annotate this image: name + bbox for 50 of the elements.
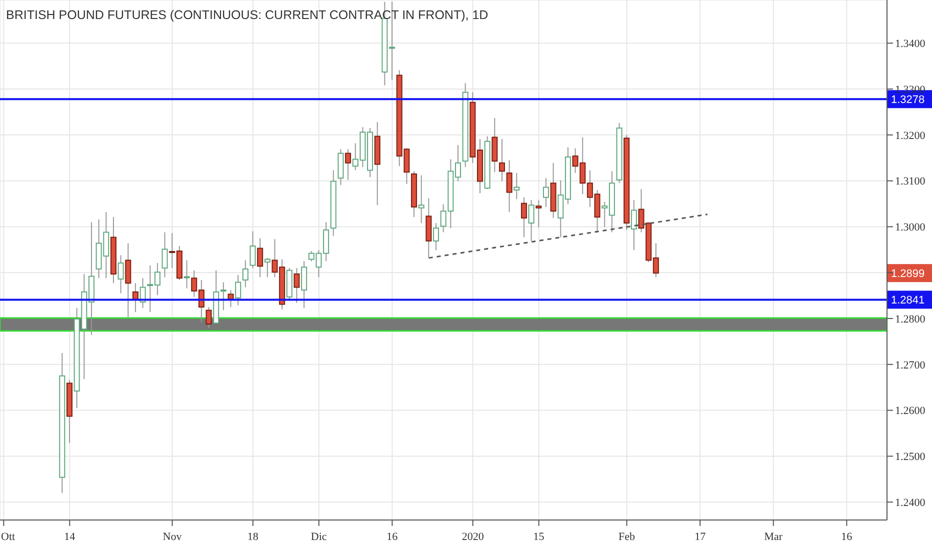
candlestick bbox=[520, 196, 527, 238]
candlestick bbox=[250, 230, 256, 269]
candlestick bbox=[492, 117, 498, 173]
x-tick-label: 16 bbox=[386, 531, 398, 543]
y-tick-label: 1.2400 bbox=[895, 497, 926, 510]
y-tick-label: 1.3400 bbox=[895, 38, 926, 50]
candlestick bbox=[433, 222, 440, 251]
candlestick bbox=[506, 160, 512, 213]
x-tick-label: Feb bbox=[618, 531, 636, 543]
x-tick-label: Dic bbox=[310, 531, 327, 543]
candlestick bbox=[125, 242, 132, 318]
candlestick bbox=[345, 148, 352, 180]
candlestick bbox=[264, 257, 270, 278]
candlestick bbox=[418, 174, 424, 224]
x-tick-label: 18 bbox=[247, 531, 259, 543]
y-tick-label: 1.2500 bbox=[895, 451, 926, 464]
x-tick-label: Ott bbox=[1, 531, 16, 543]
ref-line-label: 1.3278 bbox=[891, 94, 925, 106]
y-tick-label: 1.2600 bbox=[895, 405, 926, 418]
y-tick-label: 1.3200 bbox=[895, 130, 926, 142]
candlestick bbox=[542, 178, 549, 208]
candlestick bbox=[257, 238, 264, 278]
candlestick bbox=[528, 200, 534, 242]
candlestick bbox=[536, 200, 542, 228]
candlestick bbox=[514, 172, 520, 200]
y-tick-label: 1.3000 bbox=[895, 222, 926, 234]
candlestick bbox=[184, 260, 190, 289]
x-tick-label: 14 bbox=[64, 531, 76, 543]
candlestick bbox=[294, 268, 300, 304]
y-tick-label: 1.3100 bbox=[895, 176, 926, 188]
x-tick-label: Nov bbox=[162, 531, 182, 543]
candlestick bbox=[162, 232, 168, 278]
candlestick bbox=[301, 260, 308, 308]
candlestick bbox=[206, 306, 212, 329]
text: 1.2899 bbox=[891, 268, 925, 280]
y-tick-label: 1.2800 bbox=[895, 313, 926, 326]
x-tick-label: 16 bbox=[841, 531, 853, 543]
candlestick bbox=[242, 260, 248, 288]
candlestick bbox=[118, 254, 124, 294]
text: BRITISH POUND FUTURES (CONTINUOUS: CURRENT CONTRACT IN FRONT), 1D bbox=[6, 8, 488, 22]
x-tick-label: 17 bbox=[694, 531, 706, 543]
candlestick bbox=[220, 282, 226, 311]
y-tick-label: 1.2700 bbox=[895, 359, 926, 372]
x-tick-label: 2020 bbox=[462, 531, 484, 543]
x-tick-label: Mar bbox=[764, 531, 783, 543]
candlestick bbox=[498, 138, 505, 182]
ref-line-label: 1.2841 bbox=[891, 294, 925, 307]
candlestick bbox=[630, 200, 637, 251]
x-tick-label: 15 bbox=[533, 531, 545, 543]
candlestick bbox=[235, 274, 242, 306]
